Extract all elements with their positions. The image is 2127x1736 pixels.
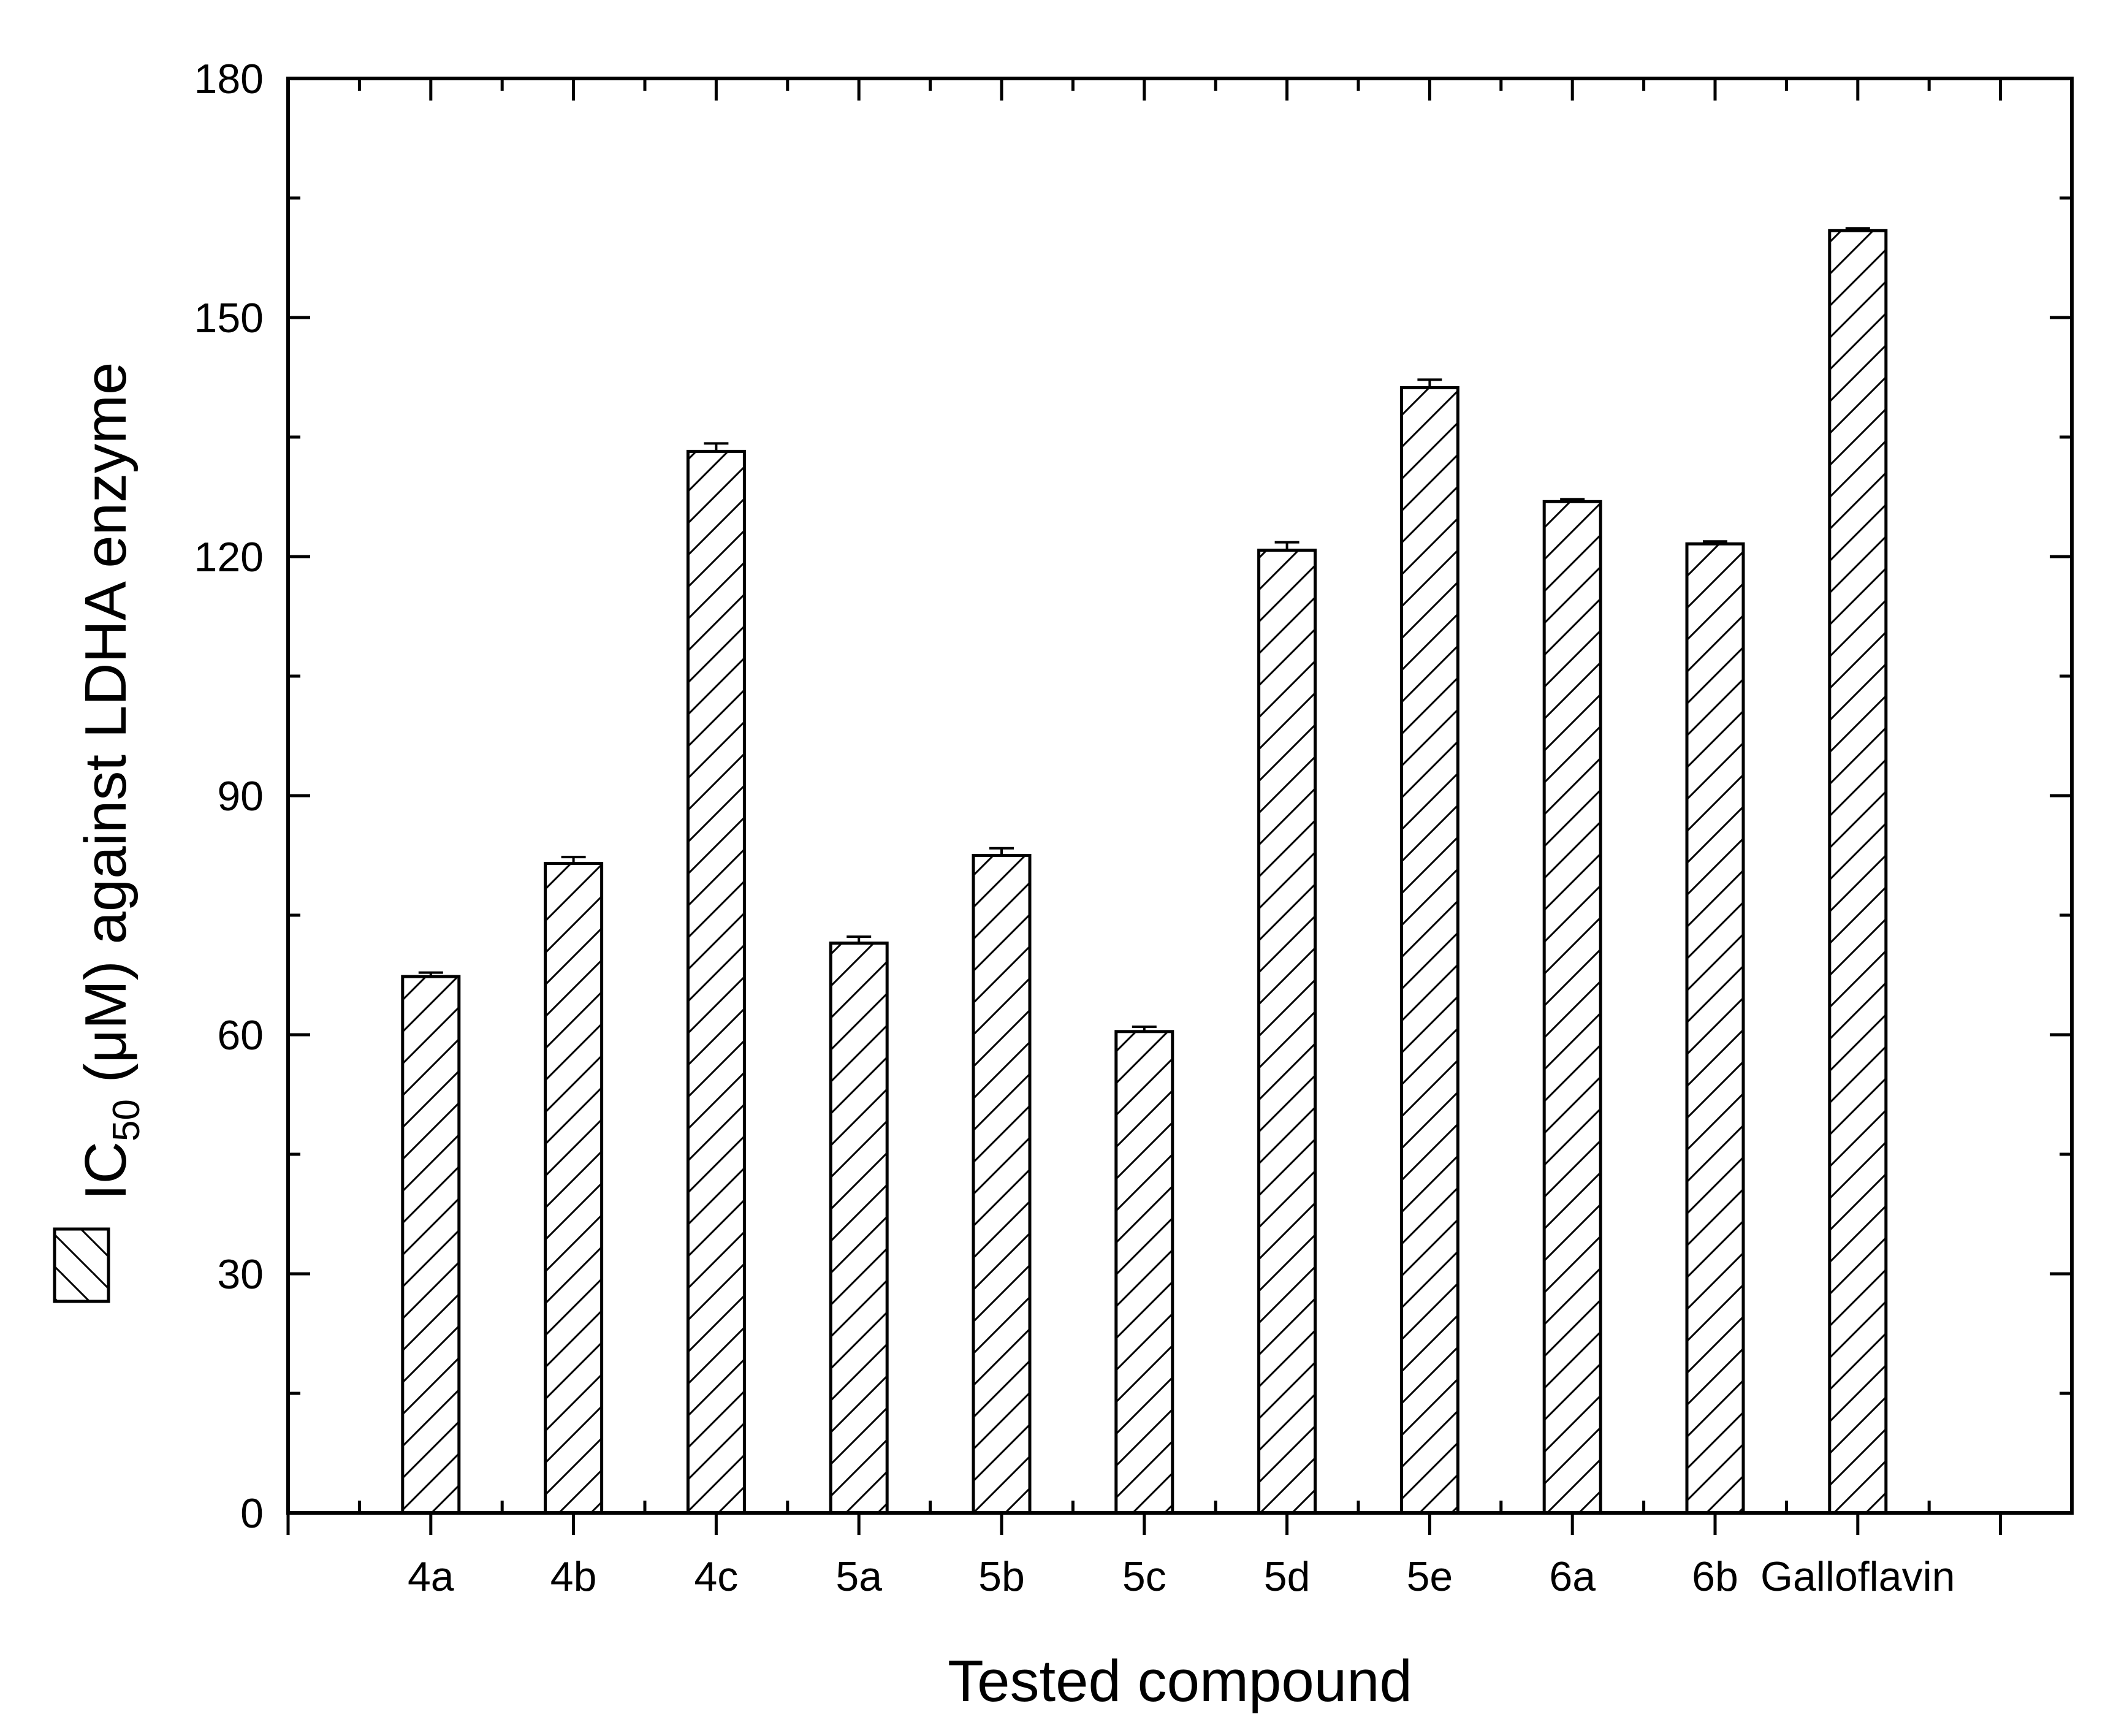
bar: [401, 975, 461, 1515]
x-tick-label: 5d: [1264, 1553, 1311, 1600]
x-tick-label: 5e: [1407, 1553, 1453, 1600]
bar: [972, 854, 1032, 1515]
bar: [1257, 549, 1317, 1515]
x-axis-title: Tested compound: [948, 1648, 1412, 1714]
bar: [544, 862, 604, 1515]
x-tick-label: 5a: [835, 1553, 882, 1600]
y-axis-title-rest: (μM) against LDHA enzyme: [73, 362, 139, 1099]
y-axis-title: IC50 (μM) against LDHA enzyme: [73, 362, 148, 1200]
bar: [1114, 1030, 1174, 1515]
y-tick-label: 120: [194, 534, 264, 581]
y-tick-labels: 0 30 60 90 120 150 180: [194, 56, 264, 1537]
y-axis-title-group: IC50 (μM) against LDHA enzyme: [53, 362, 148, 1303]
y-tick-label: 0: [240, 1490, 264, 1537]
x-tick-label: 5c: [1122, 1553, 1166, 1600]
legend-swatch: [53, 1227, 110, 1303]
x-tick-label: 5b: [978, 1553, 1025, 1600]
y-axis-title-subscript: 50: [105, 1099, 148, 1141]
x-tick-label: 6b: [1692, 1553, 1738, 1600]
bar: [686, 449, 746, 1515]
bar: [829, 942, 889, 1515]
bar: [1399, 386, 1459, 1515]
bar: [1685, 542, 1745, 1515]
bar: [1542, 500, 1602, 1515]
bar: [1828, 229, 1888, 1515]
x-tick-labels: 4a 4b 4c 5a 5b 5c 5d 5e 6a 6b Galloflavin: [408, 1553, 1955, 1600]
y-tick-label: 180: [194, 56, 264, 102]
y-axis-title-main: IC: [73, 1141, 139, 1200]
x-tick-label: Galloflavin: [1760, 1553, 1955, 1600]
bars-group: [401, 227, 1888, 1515]
x-tick-label: 6a: [1549, 1553, 1596, 1600]
x-tick-label: 4b: [550, 1553, 597, 1600]
y-tick-label: 90: [217, 773, 264, 820]
x-tick-label: 4a: [408, 1553, 454, 1600]
y-tick-label: 60: [217, 1012, 264, 1059]
y-tick-label: 30: [217, 1251, 264, 1298]
axis-ticks: [286, 77, 2072, 1535]
x-tick-label: 4c: [694, 1553, 738, 1600]
y-tick-label: 150: [194, 295, 264, 341]
